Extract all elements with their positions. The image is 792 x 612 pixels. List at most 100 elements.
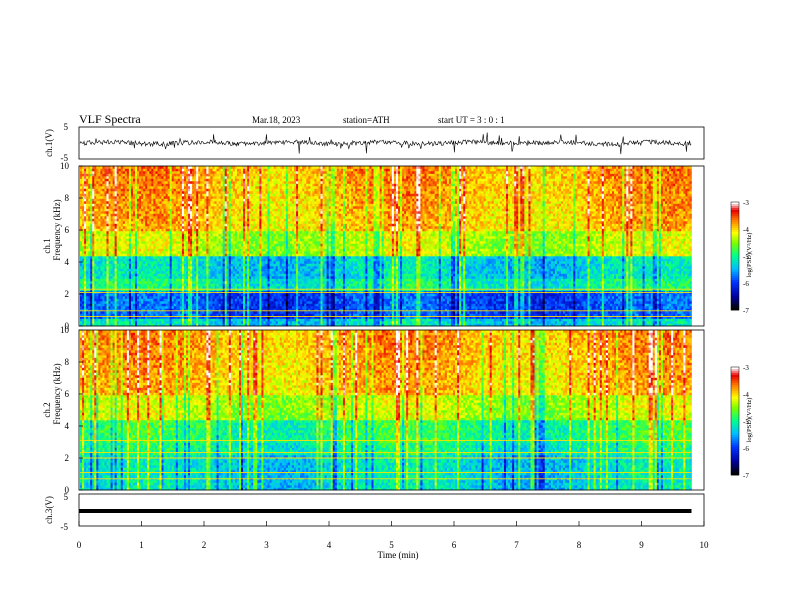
- spectrogram-cell: [223, 224, 225, 227]
- spectrogram-cell: [96, 191, 98, 194]
- spectrogram-cell: [153, 231, 155, 234]
- spectrogram-cell: [115, 254, 117, 257]
- spectrogram-cell: [143, 219, 145, 222]
- spectrogram-cell: [174, 166, 176, 169]
- spectrogram-cell: [206, 191, 208, 194]
- spectrogram-cell: [212, 294, 214, 297]
- spectrogram-cell: [133, 214, 135, 217]
- spectrogram-cell: [162, 189, 164, 192]
- spectrogram-cell: [208, 241, 210, 244]
- spectrogram-cell: [231, 274, 233, 277]
- spectrogram-cell: [141, 256, 143, 259]
- spectrogram-cell: [221, 264, 223, 267]
- spectrogram-cell: [188, 284, 190, 287]
- spectrogram-cell: [186, 189, 188, 192]
- spectrogram-cell: [139, 181, 141, 184]
- spectrogram-cell: [231, 294, 233, 297]
- spectrogram-cell: [174, 216, 176, 219]
- spectrogram-cell: [194, 304, 196, 307]
- spectrogram-cell: [194, 256, 196, 259]
- spectrogram-cell: [162, 251, 164, 254]
- spectrogram-cell: [149, 269, 151, 272]
- spectrogram-cell: [155, 304, 157, 307]
- spectrogram-cell: [155, 239, 157, 242]
- spectrogram-cell: [104, 206, 106, 209]
- spectrogram-cell: [151, 251, 153, 254]
- spectrogram-cell: [186, 286, 188, 289]
- spectrogram-cell: [162, 214, 164, 217]
- spectrogram-cell: [102, 199, 104, 202]
- spectrogram-cell: [121, 256, 123, 259]
- spectrogram-cell: [86, 304, 88, 307]
- spectrogram-cell: [162, 296, 164, 299]
- spectrogram-cell: [174, 281, 176, 284]
- spectrogram-cell: [113, 204, 115, 207]
- spectrogram-cell: [131, 276, 133, 279]
- spectrogram-cell: [188, 224, 190, 227]
- spectrogram-cell: [149, 206, 151, 209]
- spectrogram-cell: [219, 184, 221, 187]
- spectrogram-cell: [225, 166, 227, 169]
- spectrogram-cell: [139, 304, 141, 307]
- spectrogram-cell: [204, 174, 206, 177]
- spectrogram-cell: [125, 199, 127, 202]
- spectrogram-cell: [192, 239, 194, 242]
- spectrogram-cell: [180, 191, 182, 194]
- spectrogram-cell: [151, 219, 153, 222]
- spectrogram-cell: [164, 321, 166, 324]
- spectrogram-cell: [227, 189, 229, 192]
- spectrogram-cell: [204, 301, 206, 304]
- spectrogram-cell: [202, 206, 204, 209]
- spectrogram-cell: [86, 216, 88, 219]
- spectrogram-cell: [182, 239, 184, 242]
- spectrogram-cell: [155, 236, 157, 239]
- spectrogram-cell: [151, 176, 153, 179]
- spectrogram-cell: [117, 201, 119, 204]
- spectrogram-cell: [115, 174, 117, 177]
- spectrogram-cell: [223, 259, 225, 262]
- spectrogram-cell: [137, 281, 139, 284]
- spectrogram-cell: [133, 194, 135, 197]
- spectrogram-cell: [196, 211, 198, 214]
- spectrogram-cell: [147, 234, 149, 237]
- spectrogram-cell: [117, 239, 119, 242]
- spectrogram-cell: [206, 171, 208, 174]
- spectrogram-cell: [208, 221, 210, 224]
- spectrogram-cell: [157, 261, 159, 264]
- spectrogram-cell: [96, 311, 98, 314]
- spectrogram-cell: [131, 319, 133, 322]
- spectrogram-cell: [212, 209, 214, 212]
- spectrogram-cell: [227, 241, 229, 244]
- spectrogram-cell: [174, 311, 176, 314]
- spectrogram-cell: [123, 236, 125, 239]
- spectrogram-cell: [186, 294, 188, 297]
- spectrogram-cell: [151, 244, 153, 247]
- spectrogram-cell: [135, 194, 137, 197]
- spectrogram-cell: [115, 261, 117, 264]
- spectrogram-cell: [172, 231, 174, 234]
- spectrogram-cell: [153, 311, 155, 314]
- spectrogram-cell: [115, 214, 117, 217]
- spectrogram-cell: [115, 276, 117, 279]
- spectrogram-cell: [162, 194, 164, 197]
- spectrogram-cell: [98, 204, 100, 207]
- spectrogram-cell: [164, 196, 166, 199]
- spectrogram-cell: [82, 204, 84, 207]
- spectrogram-cell: [88, 221, 90, 224]
- spectrogram-cell: [104, 314, 106, 317]
- spectrogram-cell: [235, 306, 237, 309]
- spectrogram-cell: [96, 171, 98, 174]
- spectrogram-cell: [145, 204, 147, 207]
- spectrogram-cell: [131, 274, 133, 277]
- spectrogram-cell: [127, 169, 129, 172]
- spectrogram-cell: [202, 306, 204, 309]
- spectrogram-cell: [127, 319, 129, 322]
- spectrogram-cell: [166, 284, 168, 287]
- spectrogram-cell: [168, 209, 170, 212]
- spectrogram-cell: [149, 174, 151, 177]
- spectrogram-cell: [225, 286, 227, 289]
- spectrogram-cell: [202, 269, 204, 272]
- spectrogram-cell: [162, 269, 164, 272]
- spectrogram-cell: [217, 199, 219, 202]
- spectrogram-cell: [104, 321, 106, 324]
